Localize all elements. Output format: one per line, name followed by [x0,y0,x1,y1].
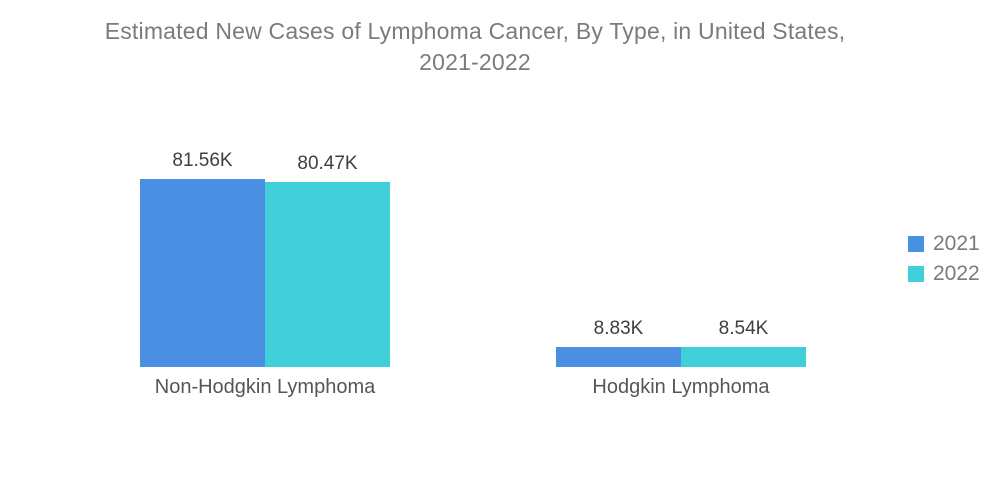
category-label-non-hodgkin-lymphoma: Non-Hodgkin Lymphoma [154,376,376,398]
bar-group-non-hodgkin-lymphoma: 81.56K 80.47K Non-Hodgkin Lymphoma [140,150,390,399]
legend-item-2022: 2022 [908,263,980,284]
legend-swatch-icon [908,265,924,282]
chart-title-line-1: Estimated New Cases of Lymphoma Cancer, … [104,18,846,44]
bar-value-label-2022: 80.47K [297,153,358,174]
bar-pair-hodgkin-lymphoma: 8.83K 8.54K [556,318,806,367]
legend-swatch-icon [908,235,924,252]
bar-2022 [265,182,390,367]
bar-column-2022: 80.47K [265,153,390,367]
bar-2022 [681,347,806,367]
legend: 2021 2022 [908,233,980,284]
chart-title: Estimated New Cases of Lymphoma Cancer, … [0,16,950,78]
bar-column-2021: 8.83K [556,318,681,367]
bar-group-hodgkin-lymphoma: 8.83K 8.54K Hodgkin Lymphoma [556,318,806,399]
bar-2021 [140,179,265,367]
legend-label: 2022 [933,262,980,285]
bar-2021 [556,347,681,367]
category-label-hodgkin-lymphoma: Hodgkin Lymphoma [592,376,770,398]
bar-column-2022: 8.54K [681,318,806,367]
chart-title-line-2: 2021-2022 [419,49,531,75]
bar-value-label-2021: 81.56K [172,150,233,171]
bar-column-2021: 81.56K [140,150,265,367]
legend-item-2021: 2021 [908,233,980,254]
bar-value-label-2022: 8.54K [718,318,769,339]
bar-value-label-2021: 8.83K [593,318,644,339]
bar-pair-non-hodgkin-lymphoma: 81.56K 80.47K [140,150,390,367]
legend-label: 2021 [933,232,980,255]
